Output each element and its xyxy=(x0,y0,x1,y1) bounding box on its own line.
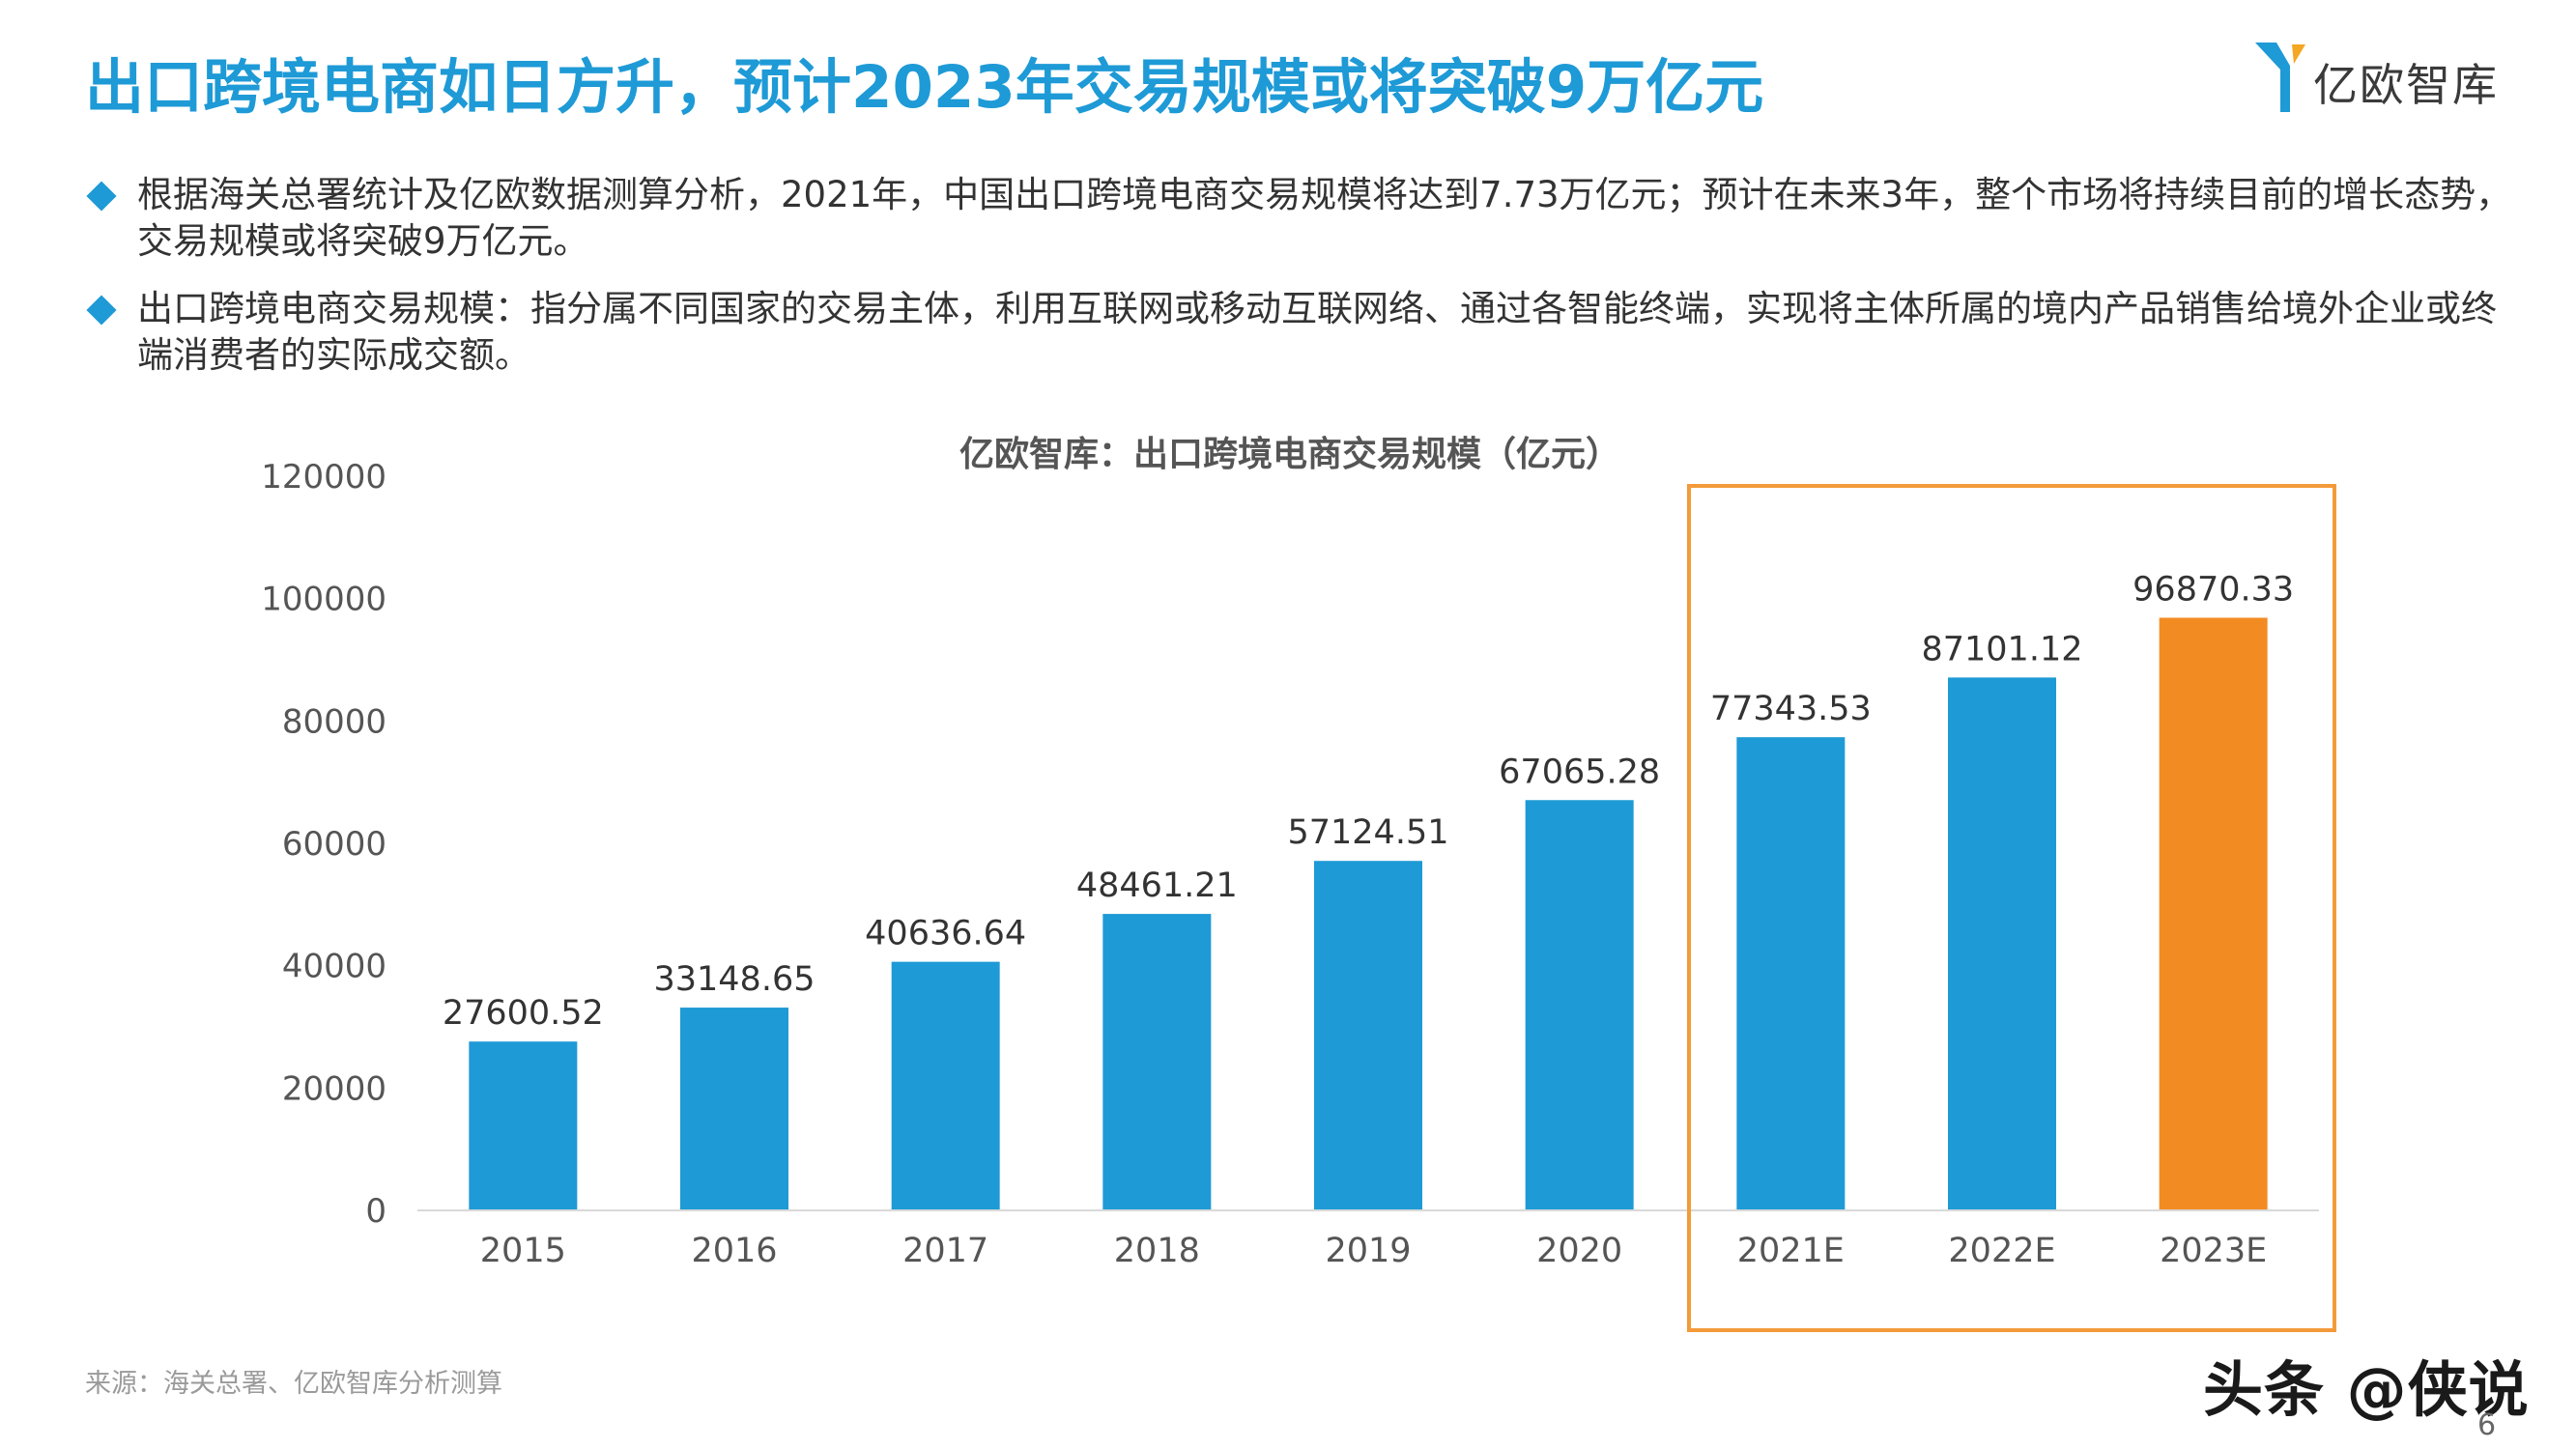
data-label: 96870.33 xyxy=(2132,570,2294,609)
data-label: 67065.28 xyxy=(1499,753,1660,791)
bullet-item: 出口跨境电商交易规模：指分属不同国家的交易主体，利用互联网或移动互联网络、通过各… xyxy=(85,286,2520,379)
brand-logo: 亿欧智库 xyxy=(2251,37,2541,118)
x-tick-label: 2020 xyxy=(1536,1232,1622,1270)
bullet-text: 出口跨境电商交易规模：指分属不同国家的交易主体，利用互联网或移动互联网络、通过各… xyxy=(137,288,2497,376)
bar xyxy=(2159,617,2268,1210)
x-tick-label: 2019 xyxy=(1325,1232,1411,1270)
x-tick-label: 2021E xyxy=(1737,1232,1845,1270)
bar xyxy=(1948,677,2056,1210)
watermark: 头条 @侠说 xyxy=(2203,1354,2530,1425)
source-note: 来源：海关总署、亿欧智库分析测算 xyxy=(85,1369,502,1399)
y-tick-label: 120000 xyxy=(261,458,386,497)
x-tick-label: 2018 xyxy=(1114,1232,1200,1270)
bar xyxy=(680,1008,788,1210)
bar xyxy=(1314,861,1422,1210)
chart-title: 亿欧智库：出口跨境电商交易规模（亿元） xyxy=(959,434,1620,474)
data-label: 87101.12 xyxy=(1921,630,2082,668)
y-tick-label: 60000 xyxy=(282,825,386,864)
bar xyxy=(469,1041,578,1210)
bar xyxy=(1525,800,1634,1210)
data-label: 33148.65 xyxy=(653,960,815,999)
bullet-list: 根据海关总署统计及亿欧数据测算分析，2021年，中国出口跨境电商交易规模将达到7… xyxy=(85,172,2520,400)
data-label: 27600.52 xyxy=(443,994,604,1033)
logo-mark-icon xyxy=(2255,43,2305,112)
logo-text: 亿欧智库 xyxy=(2313,59,2499,111)
y-tick-label: 20000 xyxy=(282,1069,386,1108)
data-label: 77343.53 xyxy=(1710,690,1872,728)
y-axis: 0 20000 40000 60000 80000 100000 120000 xyxy=(261,458,386,1231)
forecast-highlight-box xyxy=(1687,484,2336,1332)
y-tick-label: 0 xyxy=(365,1192,386,1231)
x-tick-label: 2016 xyxy=(691,1232,777,1270)
x-tick-label: 2023E xyxy=(2160,1232,2267,1270)
page-title: 出口跨境电商如日方升，预计2023年交易规模或将突破9万亿元 xyxy=(85,53,1764,122)
x-tick-label: 2022E xyxy=(1948,1232,2055,1270)
y-tick-label: 40000 xyxy=(282,948,386,986)
bar xyxy=(891,961,1000,1210)
bullet-item: 根据海关总署统计及亿欧数据测算分析，2021年，中国出口跨境电商交易规模将达到7… xyxy=(85,172,2520,265)
data-label: 57124.51 xyxy=(1287,813,1448,852)
x-tick-label: 2015 xyxy=(480,1232,566,1270)
data-label: 48461.21 xyxy=(1076,867,1238,905)
y-tick-label: 100000 xyxy=(261,581,386,619)
y-tick-label: 80000 xyxy=(282,702,386,741)
x-axis: 2015 2016 2017 2018 2019 2020 2021E 2022E 2023E xyxy=(417,1209,2319,1270)
bar xyxy=(1102,914,1212,1210)
bars: 27600.52 33148.65 40636.64 48461.21 57124.51… xyxy=(443,570,2294,1210)
bar xyxy=(1736,737,1846,1210)
x-tick-label: 2017 xyxy=(902,1232,988,1270)
bullet-text: 根据海关总署统计及亿欧数据测算分析，2021年，中国出口跨境电商交易规模将达到7… xyxy=(137,174,2512,262)
data-label: 40636.64 xyxy=(865,915,1026,953)
page-number: 6 xyxy=(2477,1408,2497,1442)
